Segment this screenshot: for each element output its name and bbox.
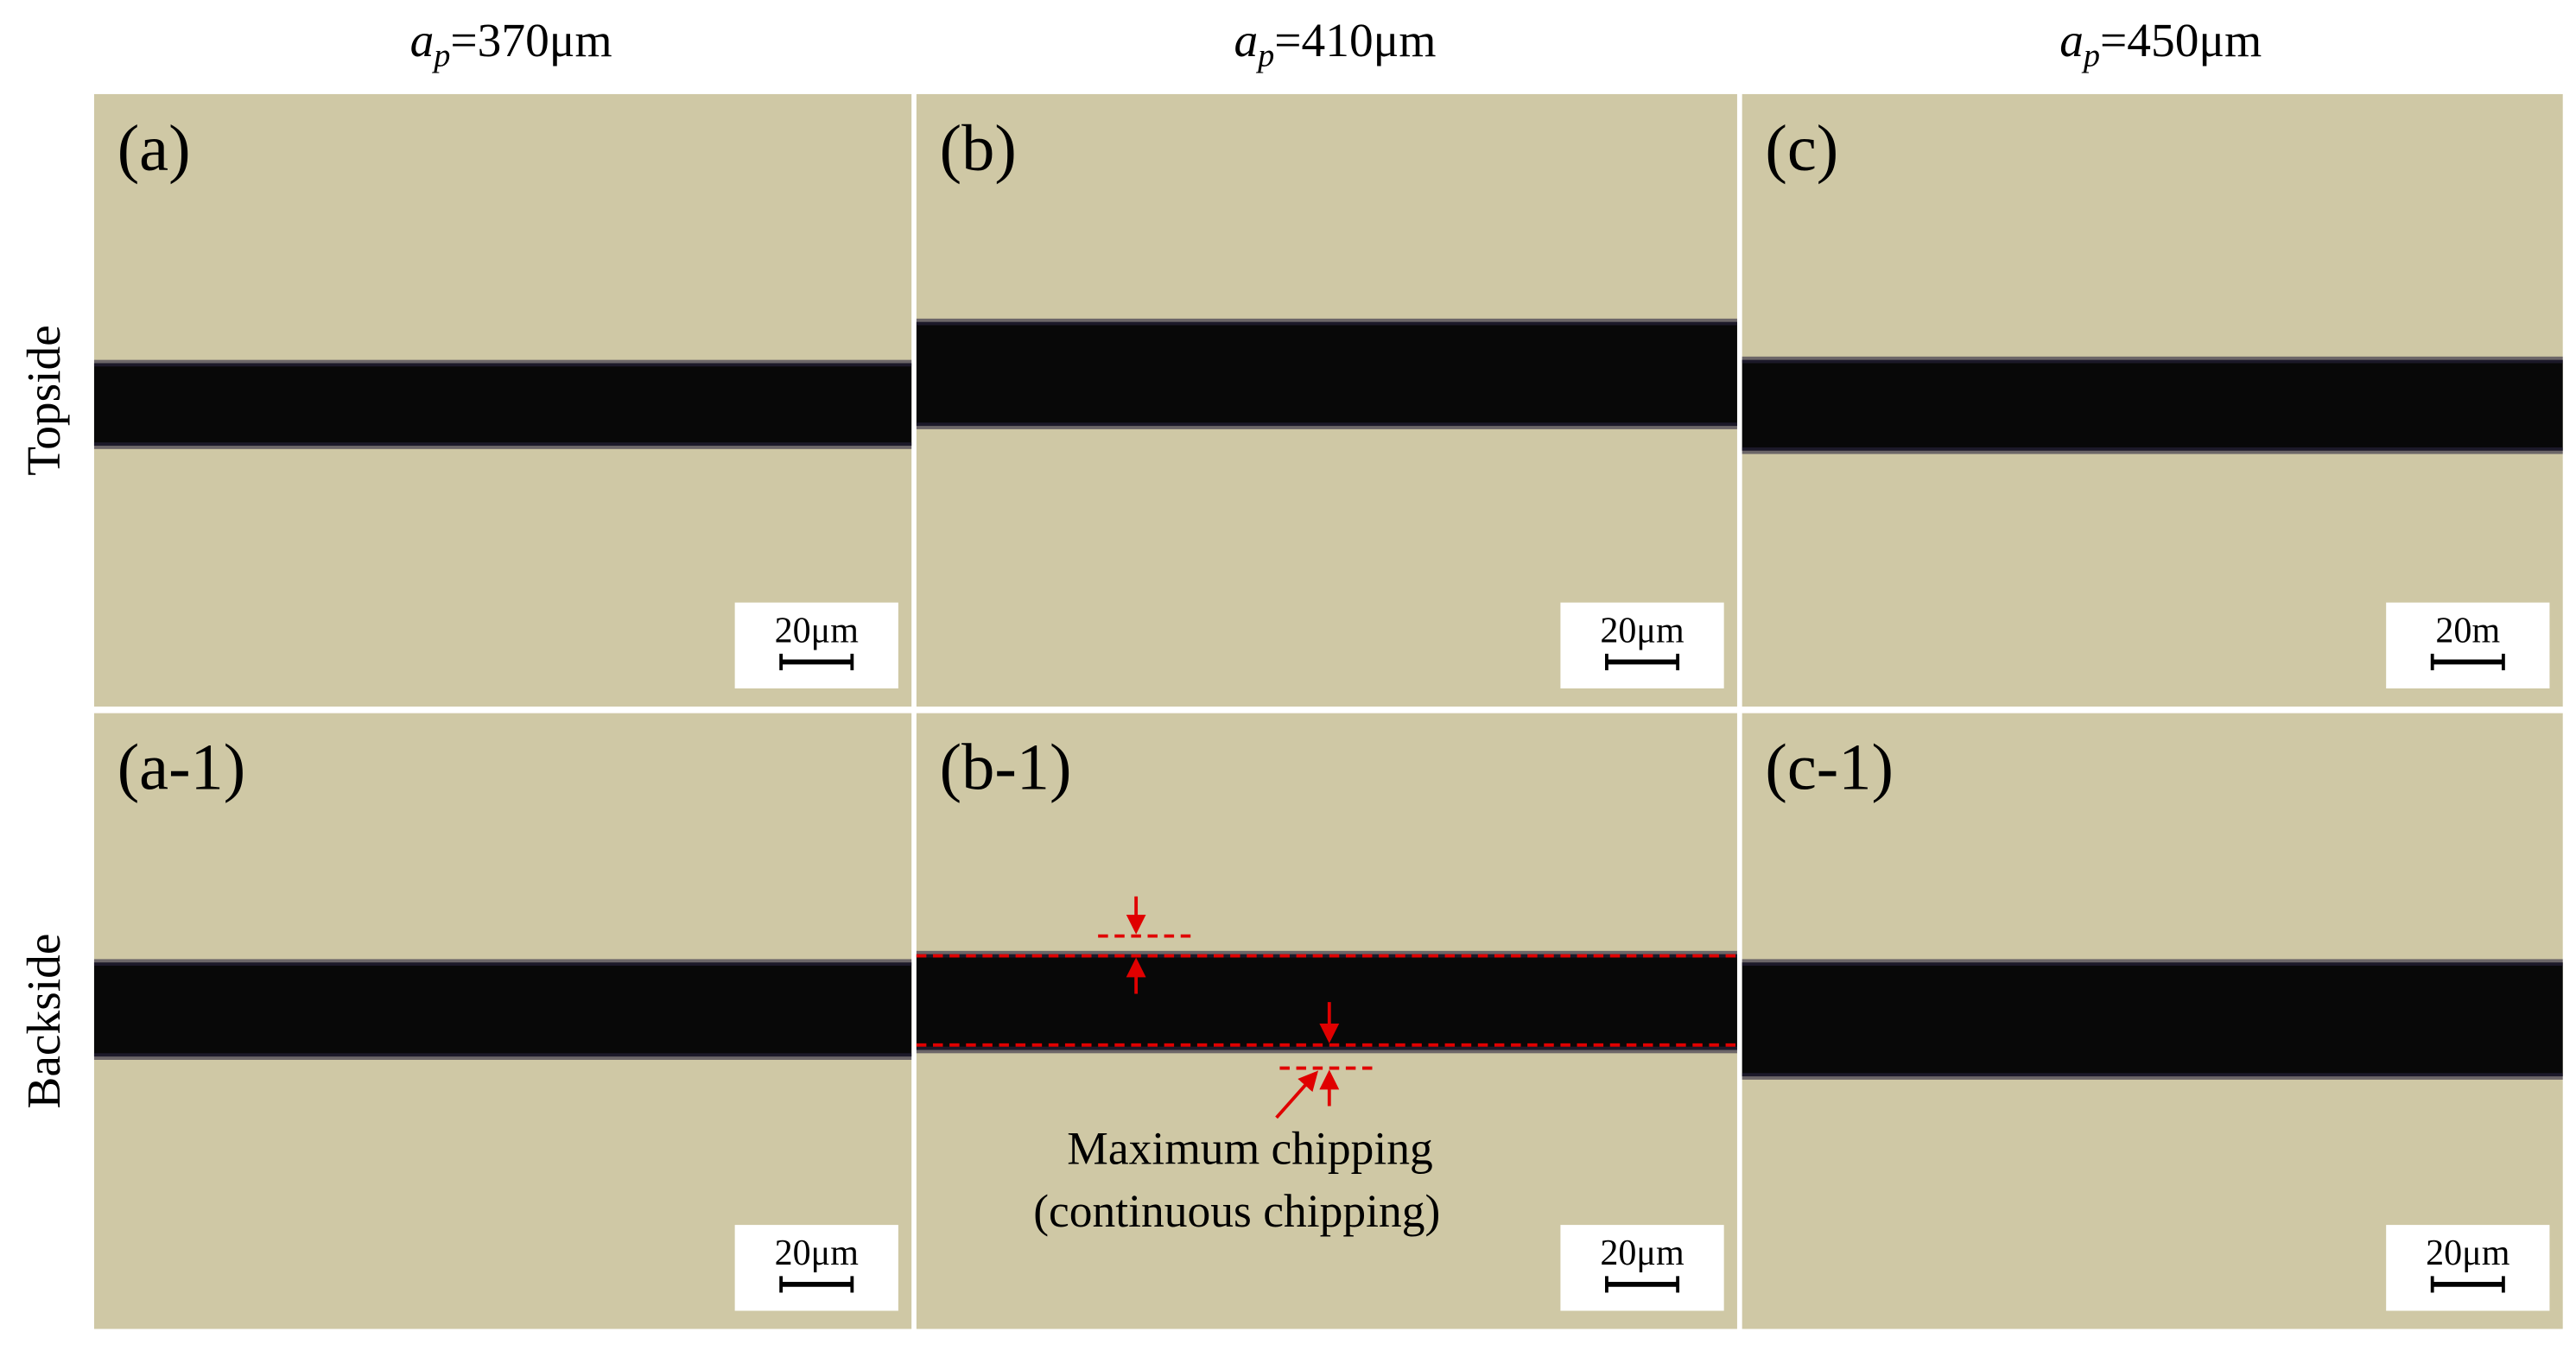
column-header: ap=450μm (2059, 14, 2262, 73)
kerf-band (1742, 359, 2563, 451)
scale-label: 20m (2435, 611, 2500, 650)
panel-label: (a) (117, 111, 191, 185)
kerf-edge (93, 959, 912, 967)
row-label: Backside (17, 934, 70, 1109)
kerf-edge (916, 422, 1737, 429)
scale-box (734, 602, 898, 688)
kerf-edge (93, 1053, 912, 1060)
kerf-band (916, 954, 1737, 1050)
scale-box (2386, 1225, 2550, 1311)
kerf-edge (1742, 447, 2563, 454)
scale-label: 20μm (2426, 1233, 2510, 1273)
kerf-edge (1742, 1073, 2563, 1080)
scale-label: 20μm (1600, 611, 1685, 650)
scale-box (734, 1225, 898, 1311)
kerf-edge (93, 359, 912, 367)
annotation: (continuous chipping) (1033, 1185, 1440, 1237)
kerf-edge (916, 1046, 1737, 1054)
scale-box (2386, 602, 2550, 688)
header-subscript: p (431, 37, 450, 73)
column-header: ap=370μm (410, 14, 612, 73)
header-text: =450μm (2100, 14, 2262, 67)
kerf-edge (916, 950, 1737, 958)
panel-label: (b-1) (940, 731, 1072, 804)
header-symbol: a (1234, 14, 1258, 67)
header-symbol: a (2059, 14, 2084, 67)
kerf-band (916, 321, 1737, 427)
header-text: =370μm (450, 14, 612, 67)
scale-box (1560, 602, 1724, 688)
arrow (1275, 1070, 1319, 1119)
header-text: =410μm (1274, 14, 1436, 67)
panel-label: (c-1) (1765, 731, 1894, 804)
kerf-edge (916, 318, 1737, 326)
scale-label: 20μm (775, 611, 860, 650)
header-symbol: a (410, 14, 435, 67)
kerf-band (93, 363, 912, 447)
kerf-band (93, 962, 912, 1057)
panel-label: (b) (940, 111, 1017, 185)
row-label: Topside (17, 325, 70, 476)
scale-label: 20μm (775, 1233, 860, 1273)
kerf-edge (1742, 959, 2563, 967)
annotation: Maximum chipping (1067, 1122, 1433, 1174)
kerf-edge (1742, 356, 2563, 364)
panel-label: (c) (1765, 111, 1838, 185)
column-header: ap=410μm (1234, 14, 1436, 73)
header-subscript: p (2081, 37, 2100, 73)
scale-label: 20μm (1600, 1233, 1685, 1273)
panel-label: (a-1) (117, 731, 246, 804)
kerf-edge (93, 442, 912, 449)
kerf-band (1742, 962, 2563, 1077)
header-subscript: p (1255, 37, 1274, 73)
scale-box (1560, 1225, 1724, 1311)
